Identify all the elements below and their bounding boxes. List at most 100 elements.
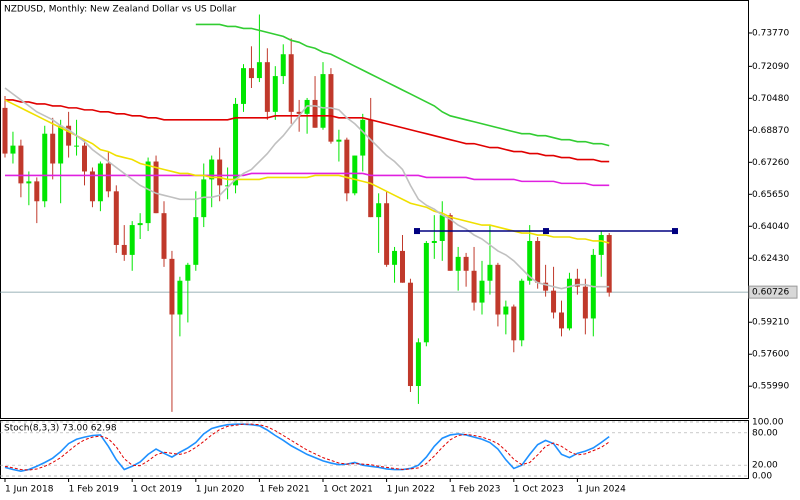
x-tick-label: 1 Jun 2022 (387, 485, 435, 495)
candle-body (256, 62, 262, 79)
candle-body (42, 133, 48, 202)
y-tick-label: 0.59210 (752, 318, 789, 328)
stoch-panel (0, 420, 749, 479)
candle-body (344, 139, 350, 194)
candle-body (368, 119, 374, 218)
y-tick-label: 0.57600 (752, 350, 789, 360)
candle-body (58, 125, 64, 164)
candle-body (34, 181, 40, 202)
candle-body (185, 264, 191, 281)
x-tick-label: 1 Jun 2020 (196, 485, 245, 495)
candle-body (66, 125, 72, 146)
candle-body (2, 107, 8, 154)
chart-title: NZDUSD, Monthly: New Zealand Dollar vs U… (4, 5, 237, 15)
x-tick-label: 1 Oct 2019 (132, 485, 182, 495)
candle-body (288, 54, 294, 112)
candle-body (423, 242, 429, 343)
candle-body (129, 225, 135, 255)
candle-body (26, 181, 32, 184)
y-tick-label: 0.55990 (752, 382, 789, 392)
y-tick-label: 0.72090 (752, 62, 789, 72)
moving-average (4, 87, 610, 290)
candle-body (82, 145, 87, 172)
candle-body (392, 250, 398, 265)
candle-body (376, 203, 382, 218)
trendline-handle (414, 228, 420, 235)
candle-body (463, 256, 469, 271)
candle-body (89, 171, 95, 202)
candle-body (18, 145, 24, 184)
candle-body (471, 270, 477, 303)
moving-average (195, 23, 610, 147)
candle-body (153, 161, 159, 214)
candle-body (407, 282, 413, 387)
trendline-handle (543, 228, 549, 235)
stoch-tick-label: 20.00 (752, 461, 778, 471)
candle-body (519, 280, 525, 341)
candle-body (431, 240, 437, 243)
candle-body (559, 312, 564, 329)
candle-body (336, 139, 342, 142)
candle-body (543, 282, 549, 291)
candle-body (415, 342, 421, 387)
y-tick-label: 0.73770 (752, 28, 789, 38)
candle-body (360, 119, 366, 156)
moving-average (4, 99, 610, 244)
candle-body (97, 163, 103, 202)
candle-body (105, 163, 111, 192)
candle-body (582, 286, 588, 319)
stoch-line (4, 423, 610, 471)
main-panel (0, 0, 749, 419)
candle-body (535, 240, 541, 283)
candle-body (384, 203, 390, 265)
x-tick-label: 1 Oct 2021 (323, 485, 373, 495)
candle-body (606, 235, 612, 293)
candle-body (439, 215, 445, 241)
x-tick-label: 1 Feb 2021 (259, 485, 309, 495)
candle-body (352, 155, 358, 194)
x-tick-label: 1 Jun 2018 (5, 485, 54, 495)
candle-body (201, 179, 207, 218)
candle-body (479, 280, 485, 303)
candle-body (320, 74, 326, 128)
y-tick-label: 0.65650 (752, 190, 789, 200)
candle-body (113, 191, 119, 245)
candle-body (455, 256, 461, 271)
candle-body (74, 145, 80, 147)
candle-body (598, 235, 604, 255)
current-price-label: 0.60726 (752, 288, 789, 298)
candle-body (312, 99, 318, 128)
moving-average (5, 99, 610, 163)
candle-body (248, 68, 254, 79)
candle-body (233, 103, 239, 186)
candle-body (264, 62, 270, 112)
candle-body (225, 185, 231, 187)
candle-body (503, 306, 509, 315)
y-tick-label: 0.67260 (752, 158, 789, 168)
candle-body (121, 244, 127, 255)
y-tick-label: 0.68870 (752, 126, 789, 136)
candle-body (177, 280, 183, 315)
current-price-box (748, 285, 798, 299)
candle-body (566, 278, 572, 329)
y-tick-label: 0.70480 (752, 94, 789, 104)
y-tick-label: 0.64040 (752, 222, 789, 232)
moving-average (5, 172, 610, 187)
y-tick-label: 0.62430 (752, 254, 789, 264)
candle-body (161, 213, 167, 259)
candle-body (217, 159, 223, 186)
stoch-tick-label: 0.00 (752, 472, 772, 482)
trendline-handle (672, 228, 678, 235)
candle-body (10, 145, 16, 154)
x-tick-label: 1 Feb 2019 (69, 485, 120, 495)
stoch-tick-label: 100.00 (752, 418, 784, 428)
candle-body (145, 161, 151, 224)
candle-body (487, 264, 493, 281)
candle-body (50, 133, 56, 164)
candle-body (241, 68, 246, 104)
candle-body (527, 240, 533, 281)
stoch-line (4, 423, 610, 472)
x-tick-label: 1 Oct 2023 (514, 485, 564, 495)
